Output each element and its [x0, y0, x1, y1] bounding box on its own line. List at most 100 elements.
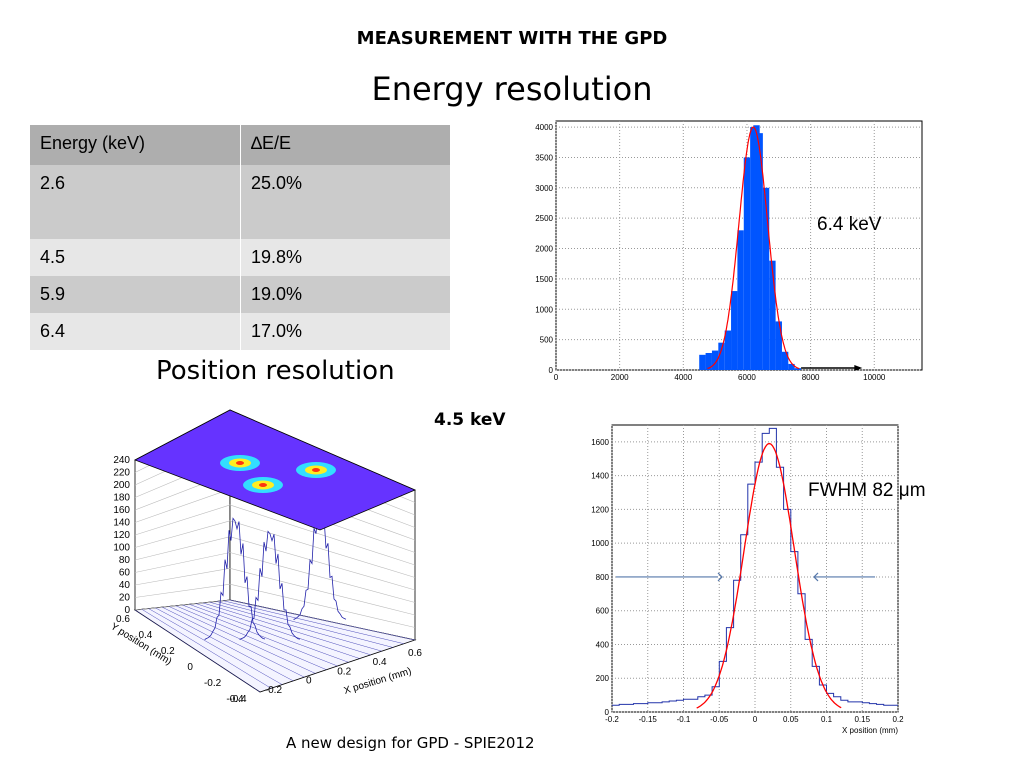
- histogram-bar: [781, 351, 789, 370]
- x-tick-label: -0.4: [229, 694, 247, 705]
- table-cell: 4.5: [30, 239, 241, 276]
- energy-label: 4.5 keV: [434, 410, 506, 430]
- x-axis-label: X position (mm): [842, 726, 898, 735]
- x-tick-label: 0.1: [821, 715, 833, 724]
- histogram-bar: [699, 354, 706, 370]
- table-cell: 25.0%: [240, 165, 450, 239]
- y-tick-label: 1600: [591, 438, 609, 447]
- histogram-bar: [718, 342, 725, 370]
- histogram-bar: [724, 330, 732, 370]
- mesh-line: [216, 601, 393, 648]
- z-tick-label: 0: [124, 605, 130, 616]
- z-tick-label: 140: [113, 518, 130, 529]
- histogram-bar: [756, 133, 763, 370]
- grid-line: [134, 568, 416, 616]
- y-tick-label: 0: [549, 366, 554, 375]
- x-tick-label: 0: [753, 715, 758, 724]
- x-tick-label: 0.05: [783, 715, 799, 724]
- y-tick-label: 1000: [535, 305, 553, 314]
- histogram-bar: [743, 157, 751, 370]
- y-tick-label: 0.6: [116, 614, 130, 625]
- x-tick-label: 0.2: [337, 666, 351, 677]
- table-header-delta: ∆E/E: [240, 125, 450, 165]
- mesh-line: [189, 604, 349, 663]
- energy-annotation: 6.4 keV: [817, 214, 882, 235]
- y-tick-label: 0.4: [138, 630, 152, 641]
- y-tick-label: 4000: [535, 123, 553, 132]
- x-axis-label: X position (mm): [343, 666, 413, 697]
- fwhm-annotation: FWHM 82 μm: [808, 480, 926, 501]
- table-cell: 17.0%: [240, 313, 450, 350]
- histogram-bar: [731, 291, 738, 370]
- histogram-bar: [753, 125, 760, 370]
- mesh-line: [175, 605, 327, 670]
- y-tick-label: 0: [605, 708, 610, 717]
- histogram-bar: [705, 352, 712, 370]
- gaussian-fit-line: [707, 126, 800, 370]
- hotspot-center: [259, 483, 267, 487]
- x-tick-label: 0: [554, 373, 559, 382]
- resolution-table: Energy (keV) ∆E/E 2.6 25.0% 4.5 19.8% 5.…: [30, 125, 450, 350]
- hotspot-center: [312, 468, 320, 472]
- table-cell: 19.8%: [240, 239, 450, 276]
- table-row: 4.5 19.8%: [30, 239, 450, 276]
- x-tick-label: 0: [306, 676, 312, 687]
- gaussian-fit-line: [696, 442, 842, 709]
- x-tick-label: -0.05: [710, 715, 729, 724]
- y-tick-label: 1400: [591, 472, 609, 481]
- mesh-line: [229, 599, 416, 641]
- surface-peak: [239, 530, 301, 640]
- x-tick-label: -0.1: [677, 715, 691, 724]
- z-tick-label: 240: [113, 455, 130, 466]
- y-tick-label: 3000: [535, 184, 553, 193]
- mesh-line: [134, 609, 261, 693]
- z-tick-label: 120: [113, 530, 130, 541]
- x-tick-label: 0.6: [408, 648, 422, 659]
- mesh-line: [162, 606, 305, 678]
- table-cell: 19.0%: [240, 276, 450, 313]
- grid-line: [134, 520, 416, 578]
- y-tick-label: 400: [596, 640, 610, 649]
- projection-plane: [134, 409, 417, 531]
- y-tick-label: 600: [596, 607, 610, 616]
- y-tick-label: -0.2: [204, 678, 222, 689]
- position-histogram-chart: -0.2 -0.15 -0.1 -0.05 0 0.05 0.1 0.15 0.2 0 200 400…: [591, 424, 926, 735]
- footer-text: A new design for GPD - SPIE2012 - E: [286, 734, 559, 752]
- position-resolution-title: Position resolution: [156, 356, 395, 386]
- table-cell: 5.9: [30, 276, 241, 313]
- x-tick-label: -0.15: [639, 715, 658, 724]
- histogram-bar: [762, 187, 770, 370]
- mesh-line: [148, 608, 283, 685]
- hotspot-center: [236, 461, 244, 465]
- grid-line: [134, 552, 416, 603]
- z-tick-label: 160: [113, 505, 130, 516]
- x-tick-label: -0.2: [605, 715, 619, 724]
- z-tick-label: 200: [113, 480, 130, 491]
- mesh-line: [223, 600, 404, 644]
- x-tick-label: 8000: [802, 373, 820, 382]
- x-tick-label: 6000: [738, 373, 756, 382]
- resolution-table-wrapper: Energy (keV) ∆E/E 2.6 25.0% 4.5 19.8% 5.…: [30, 125, 450, 350]
- y-tick-label: 2500: [535, 214, 553, 223]
- table-cell: 2.6: [30, 165, 241, 239]
- table-row: 6.4 17.0%: [30, 313, 450, 350]
- mesh-line: [168, 606, 316, 674]
- histogram-bar: [711, 350, 719, 370]
- x-tick-label: 0.4: [373, 657, 387, 668]
- histogram-bar: [788, 363, 795, 370]
- z-tick-label: 20: [119, 593, 131, 604]
- mesh-line: [209, 601, 382, 652]
- fwhm-arrowhead-left: [717, 572, 723, 582]
- y-tick-label: 3500: [535, 153, 553, 162]
- position-surface-plot: 020406080100120140160180200220240-0.4-0.…: [108, 409, 422, 705]
- y-tick-label: -0.4: [226, 694, 244, 705]
- y-tick-label: 500: [540, 336, 554, 345]
- x-tick-label: 0.2: [892, 715, 904, 724]
- y-tick-label: 1000: [591, 539, 609, 548]
- mesh-line: [202, 602, 371, 656]
- z-tick-label: 80: [119, 555, 131, 566]
- y-tick-label: 1500: [535, 275, 553, 284]
- x-tick-label: 4000: [674, 373, 692, 382]
- table-header-energy: Energy (keV): [30, 125, 241, 165]
- y-tick-label: 800: [596, 573, 610, 582]
